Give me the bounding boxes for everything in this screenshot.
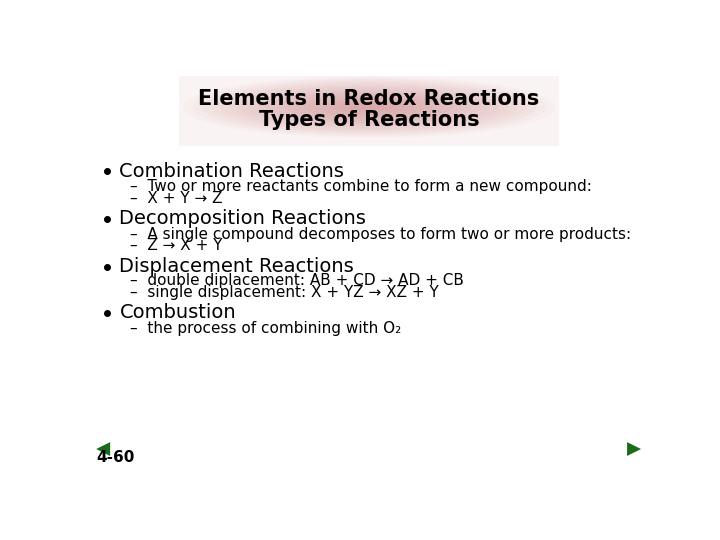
Text: Displacement Reactions: Displacement Reactions (120, 257, 354, 276)
FancyBboxPatch shape (179, 76, 559, 146)
Polygon shape (627, 442, 641, 456)
Text: –  A single compound decomposes to form two or more products:: – A single compound decomposes to form t… (130, 227, 631, 242)
Text: –  Two or more reactants combine to form a new compound:: – Two or more reactants combine to form … (130, 179, 592, 194)
Text: Combination Reactions: Combination Reactions (120, 161, 344, 180)
Text: Elements in Redox Reactions: Elements in Redox Reactions (199, 90, 539, 110)
Text: 4-60: 4-60 (96, 450, 135, 465)
Text: –  X + Y → Z: – X + Y → Z (130, 191, 222, 206)
Text: –  double diplacement: AB + CD → AD + CB: – double diplacement: AB + CD → AD + CB (130, 273, 464, 288)
Polygon shape (96, 442, 110, 456)
Text: –  the process of combining with O₂: – the process of combining with O₂ (130, 321, 402, 336)
Text: Combustion: Combustion (120, 303, 236, 322)
Text: Decomposition Reactions: Decomposition Reactions (120, 210, 366, 228)
Text: –  Z → X + Y: – Z → X + Y (130, 238, 222, 253)
Text: –  single displacement: X + YZ → XZ + Y: – single displacement: X + YZ → XZ + Y (130, 285, 439, 300)
Text: Types of Reactions: Types of Reactions (258, 110, 480, 130)
